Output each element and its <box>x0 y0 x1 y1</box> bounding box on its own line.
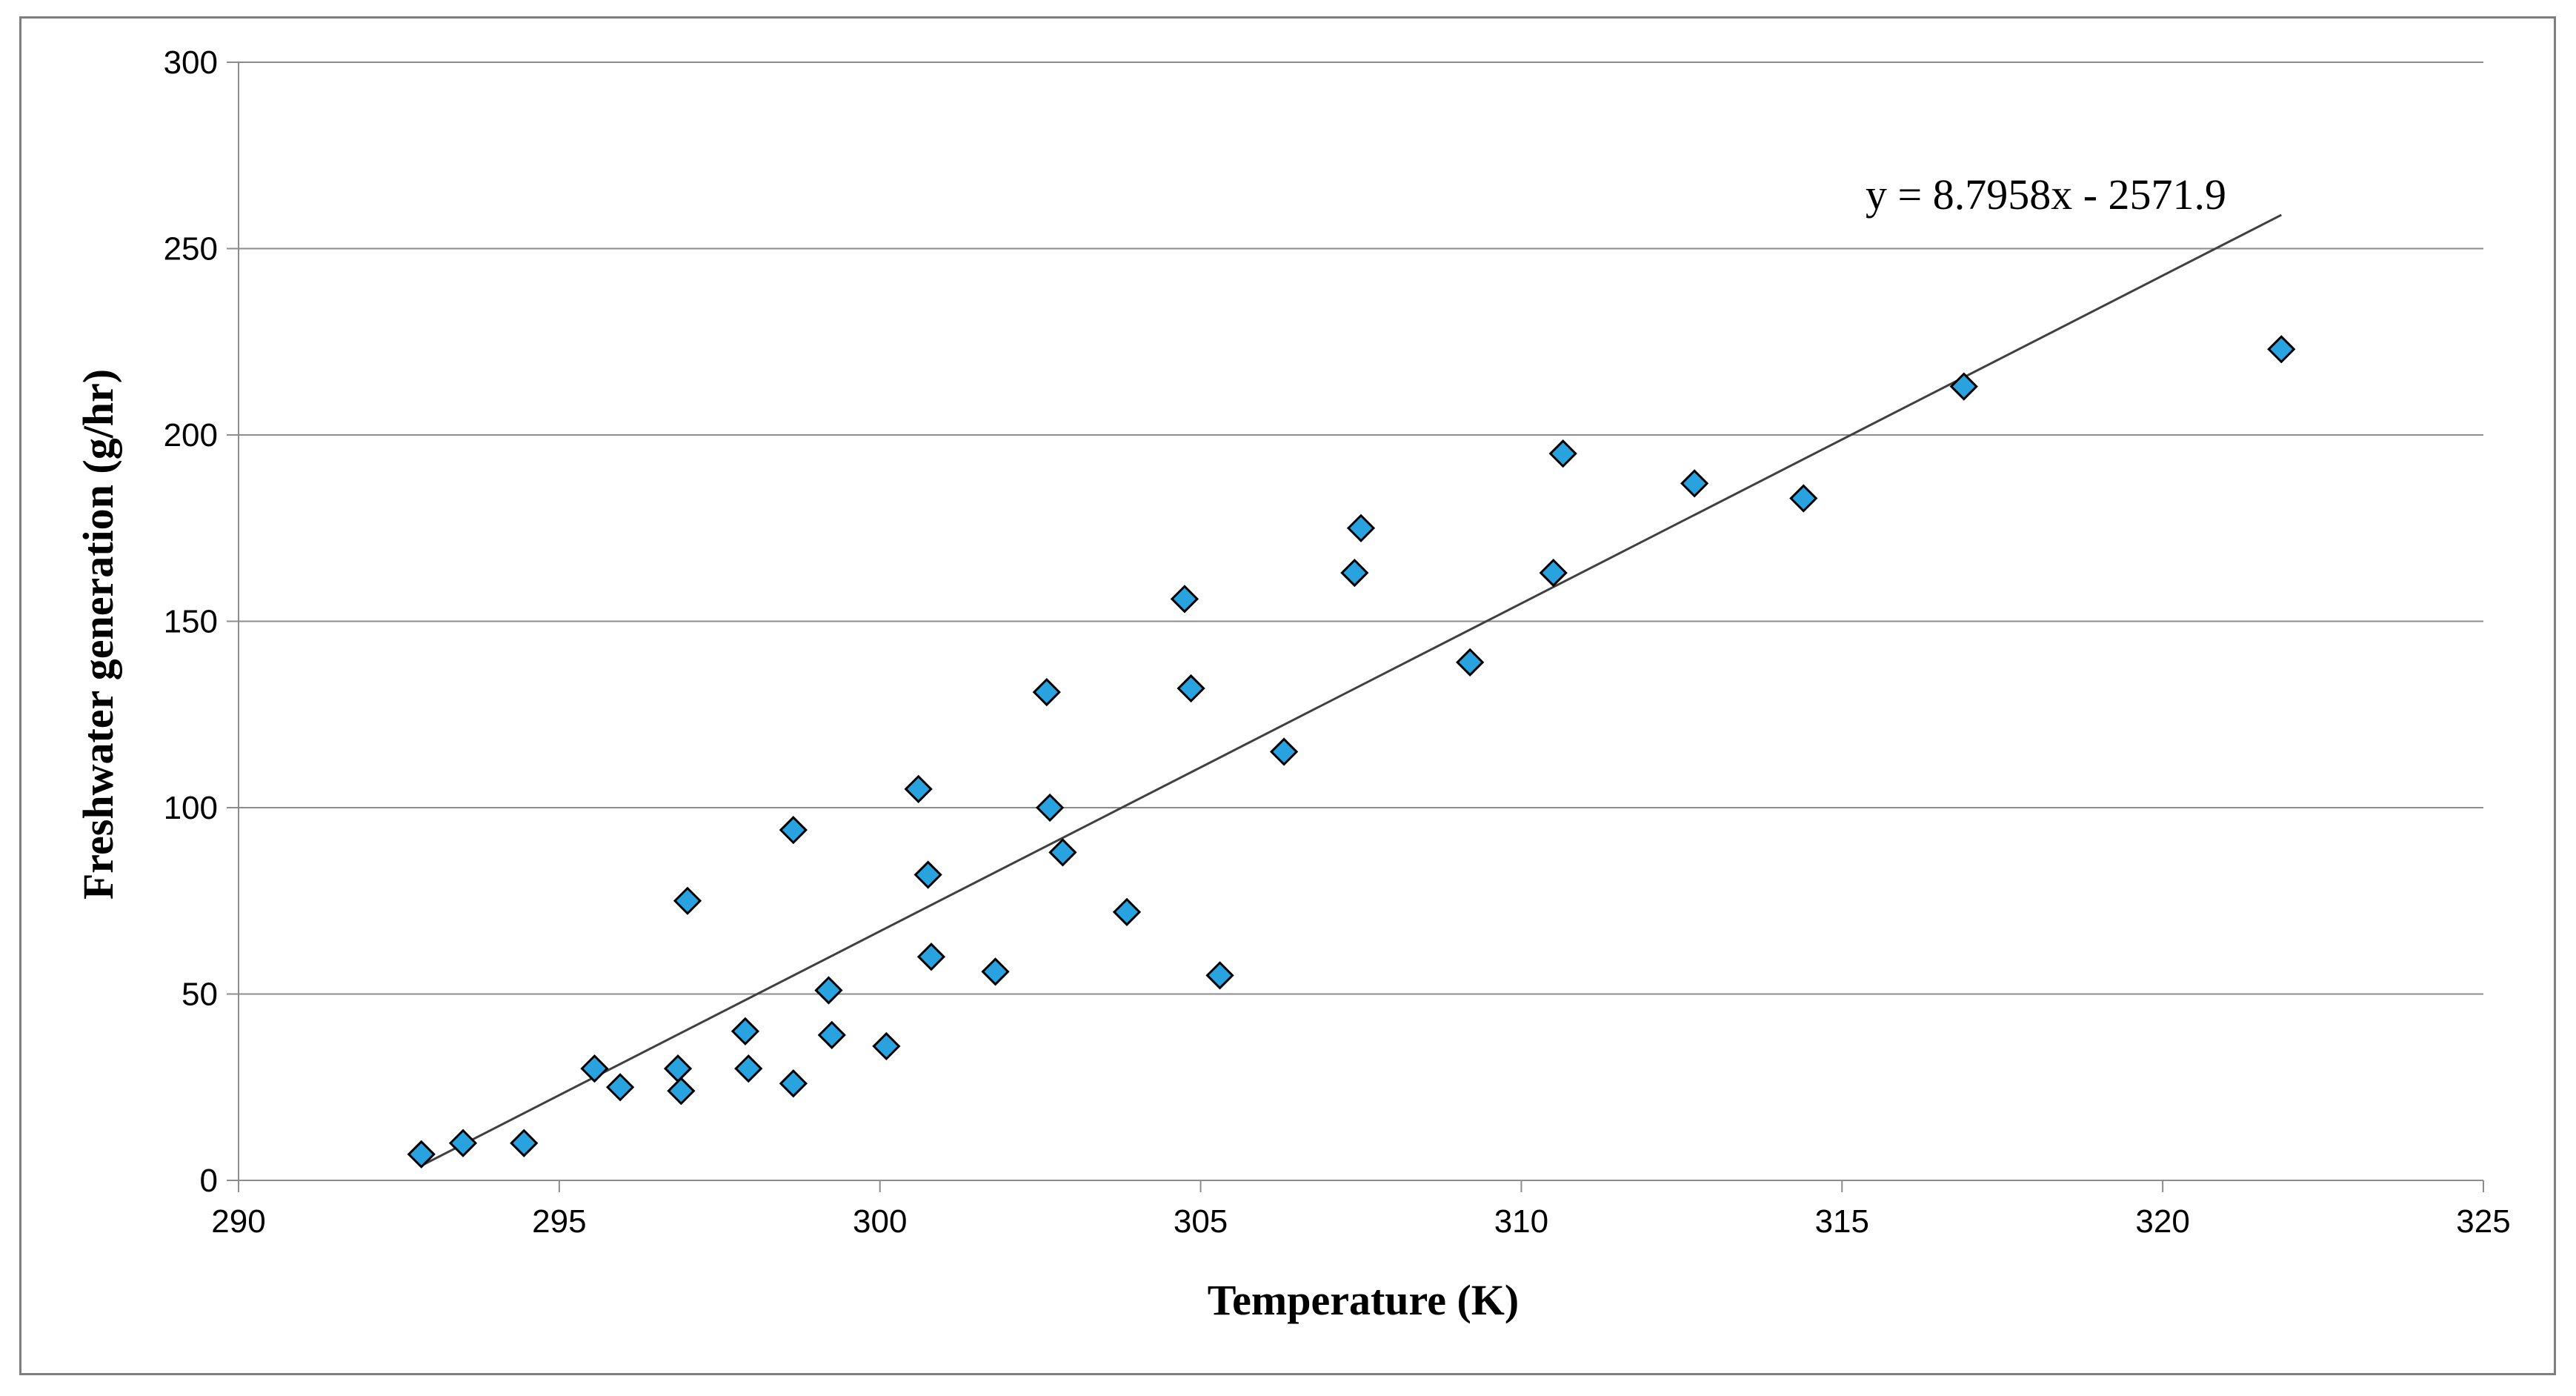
x-tick-label: 310 <box>1494 1203 1548 1240</box>
y-tick-label: 250 <box>164 231 218 267</box>
y-tick-label: 200 <box>164 417 218 453</box>
data-point <box>913 860 942 889</box>
x-tick-label: 325 <box>2456 1203 2510 1240</box>
data-point <box>1949 372 1978 401</box>
x-tick-label: 305 <box>1174 1203 1228 1240</box>
trendline-equation: y = 8.7958x - 2571.9 <box>1866 170 2226 219</box>
data-point <box>904 774 933 803</box>
data-point <box>916 943 946 971</box>
gridlines <box>239 62 2483 995</box>
data-point <box>1456 648 1485 677</box>
data-point <box>981 957 1010 986</box>
data-point <box>1340 558 1369 588</box>
data-point <box>734 1054 763 1083</box>
data-point <box>663 1054 693 1083</box>
data-point <box>407 1140 436 1169</box>
data-point <box>1539 558 1568 588</box>
data-point <box>1170 585 1199 614</box>
data-point <box>1269 737 1299 766</box>
y-tick-label: 300 <box>164 44 218 81</box>
data-point <box>814 976 843 1005</box>
data-point <box>667 1077 696 1106</box>
data-point <box>1789 484 1818 513</box>
data-point <box>1346 513 1376 542</box>
x-tick-label: 295 <box>532 1203 586 1240</box>
axes <box>227 62 2484 1192</box>
data-points <box>407 335 2296 1169</box>
data-point <box>1048 838 1077 867</box>
data-point <box>779 1069 808 1098</box>
data-point <box>1176 674 1205 703</box>
data-point <box>779 816 808 845</box>
x-axis-title: Temperature (K) <box>1208 1276 1519 1324</box>
data-point <box>1548 439 1577 468</box>
data-point <box>872 1031 901 1061</box>
data-point <box>510 1129 539 1157</box>
data-point <box>1032 677 1061 707</box>
chart-frame <box>19 16 2556 1375</box>
trendline <box>421 213 2282 1167</box>
data-point <box>580 1054 609 1083</box>
y-tick-label: 0 <box>200 1163 218 1199</box>
tick-labels: 0 50 100 150 200 250 300 290 295 300 305 310 315 320 3… <box>164 44 2511 1240</box>
data-point <box>1205 961 1234 990</box>
data-point <box>2267 335 2296 364</box>
y-tick-label: 150 <box>164 604 218 640</box>
y-tick-label: 100 <box>164 790 218 826</box>
x-tick-label: 290 <box>211 1203 265 1240</box>
data-point <box>817 1020 846 1049</box>
data-point <box>1036 793 1065 822</box>
data-point <box>605 1073 635 1102</box>
x-tick-label: 315 <box>1815 1203 1869 1240</box>
y-axis-title: Freshwater generation (g/hr) <box>74 369 122 900</box>
data-point <box>448 1129 478 1157</box>
y-tick-label: 50 <box>182 977 218 1013</box>
data-point <box>1680 469 1709 498</box>
x-tick-label: 300 <box>853 1203 907 1240</box>
data-point <box>673 886 702 915</box>
x-tick-label: 320 <box>2135 1203 2189 1240</box>
data-point <box>1112 897 1142 926</box>
data-point <box>730 1017 760 1046</box>
